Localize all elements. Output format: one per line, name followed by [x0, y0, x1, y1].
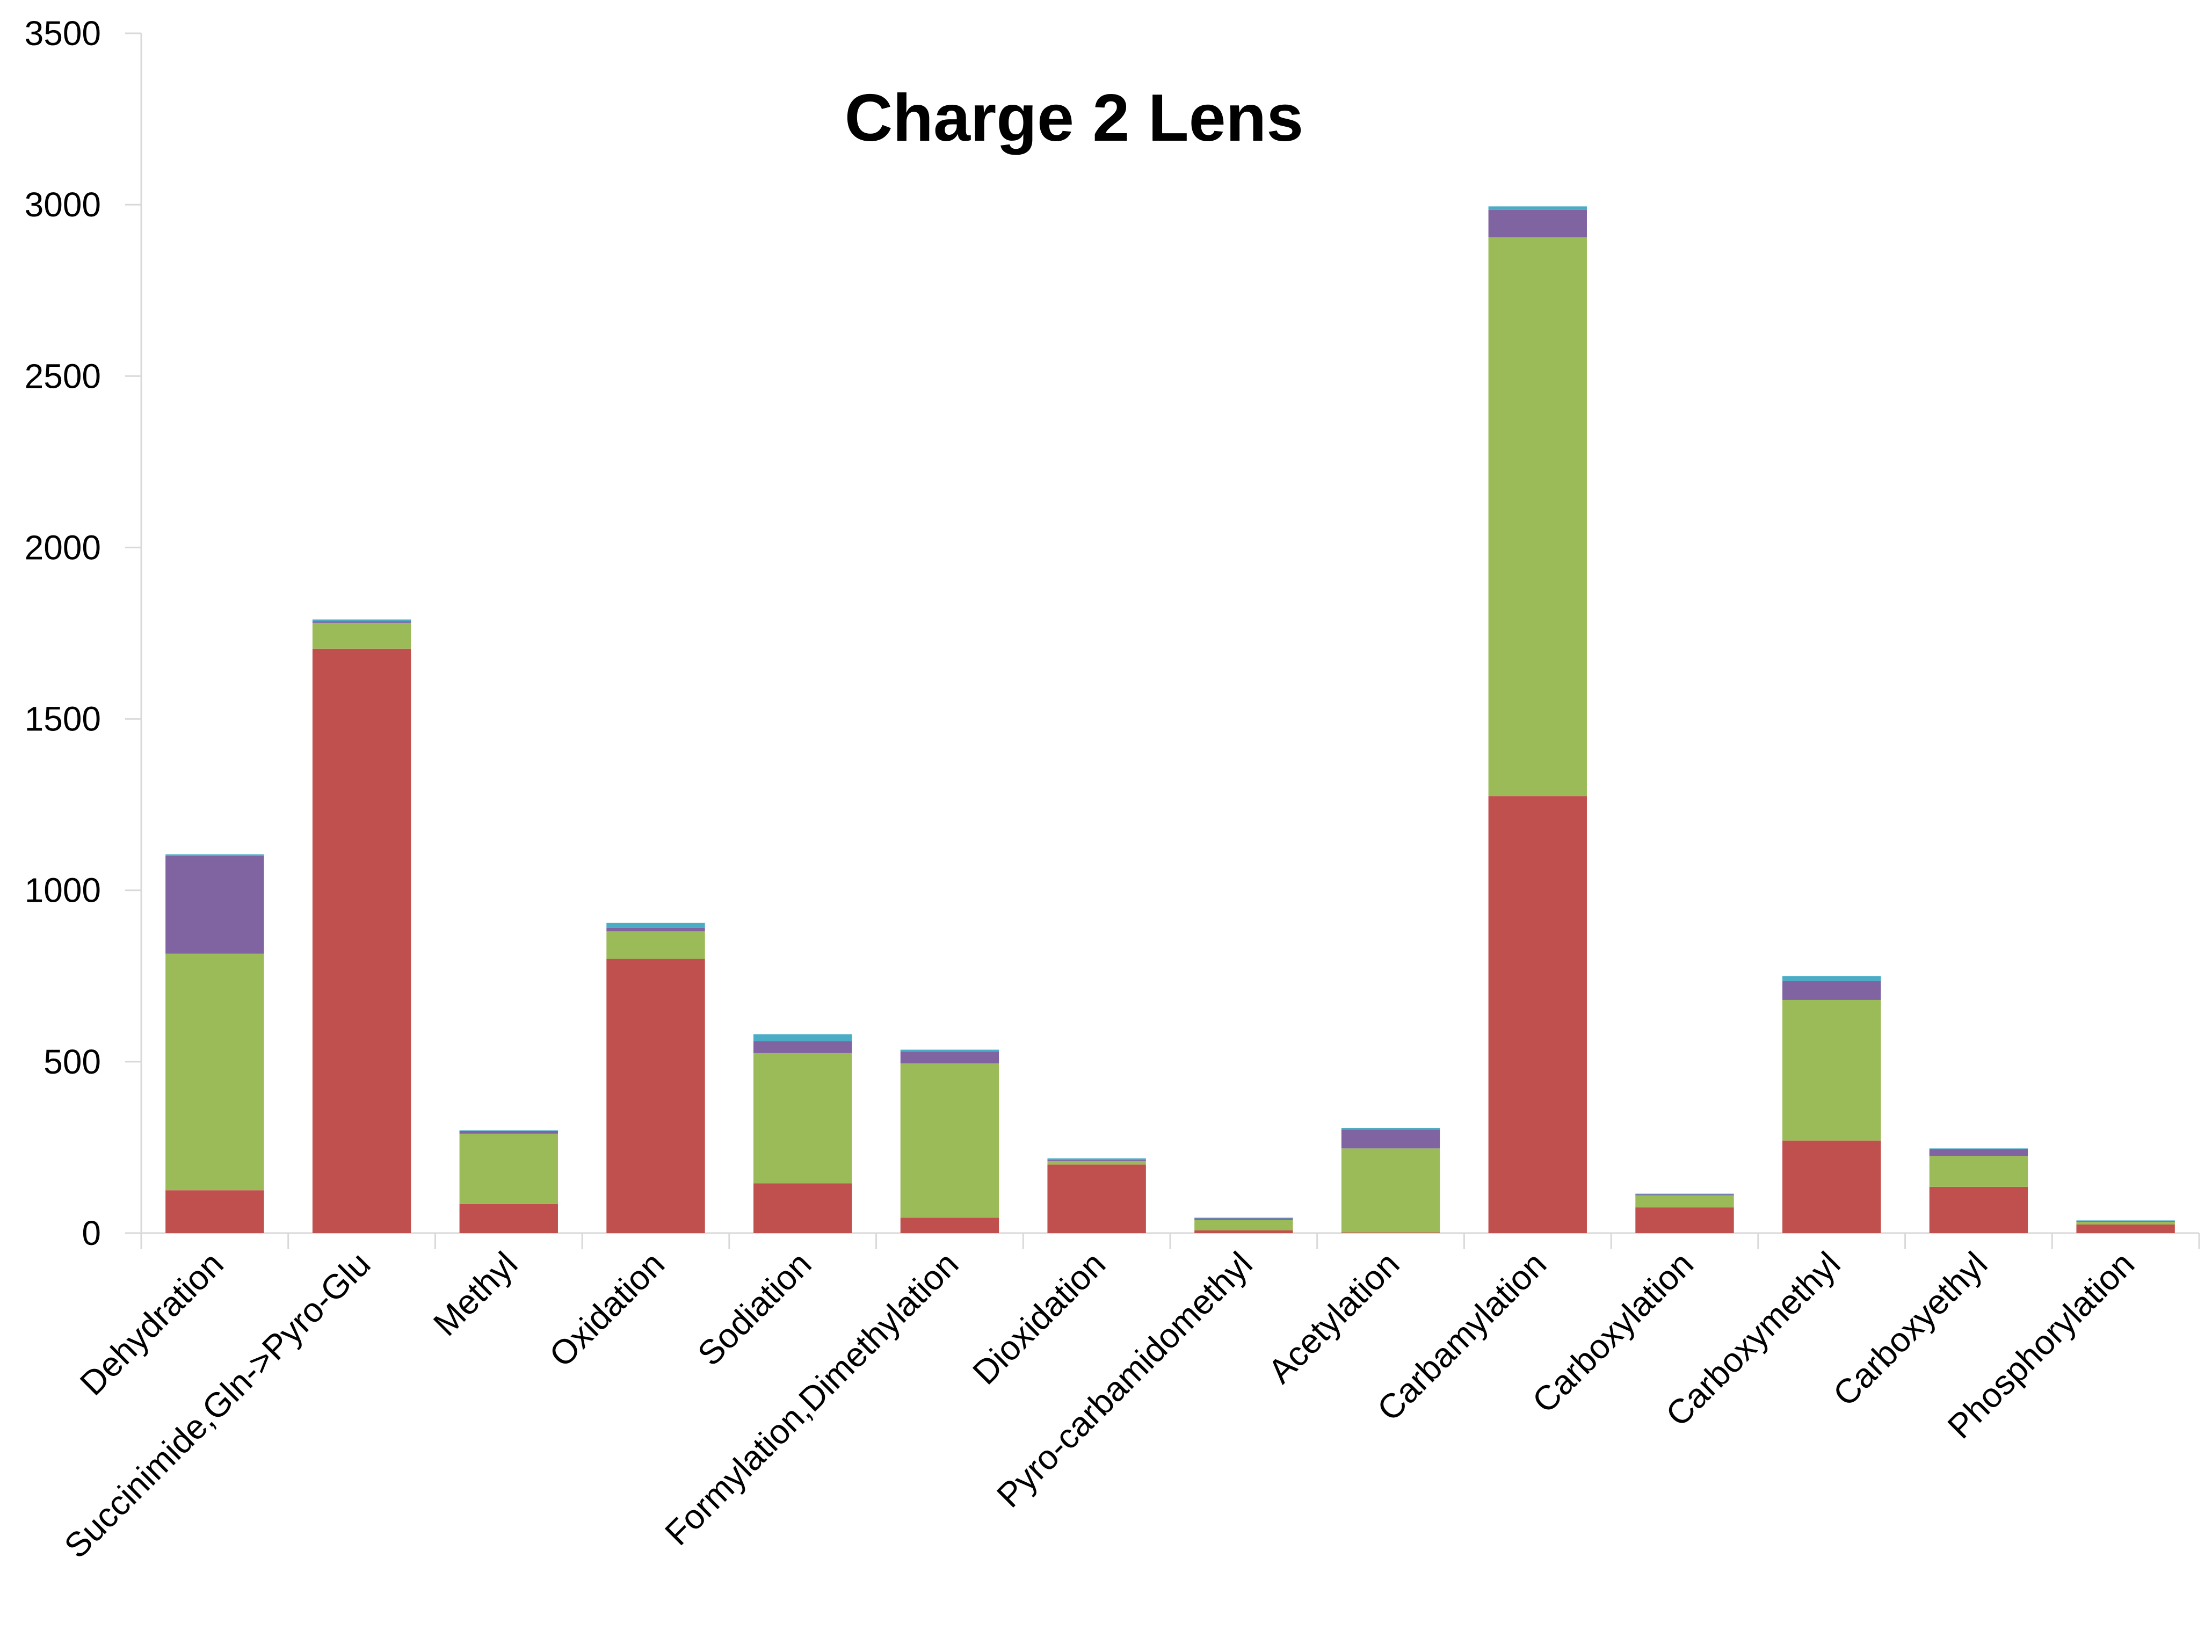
bar-stack	[900, 1049, 999, 1233]
bar-segment	[2076, 1221, 2175, 1225]
bar-segment	[1782, 1140, 1881, 1233]
bar-stack	[1929, 1148, 2028, 1233]
bar-segment	[753, 1034, 852, 1041]
x-tick-label: Dioxidation	[965, 1244, 1113, 1392]
bar-stack	[1488, 206, 1587, 1233]
x-tick-label: Dehydration	[72, 1244, 231, 1403]
bar-segment	[459, 1131, 558, 1134]
bar-stack	[459, 1130, 558, 1233]
bar-stack	[753, 1034, 852, 1233]
bar-stack	[1635, 1193, 1734, 1233]
chart-title: Charge 2 Lens	[845, 81, 1304, 155]
x-tick-label: Methyl	[426, 1244, 525, 1343]
bar-stack	[165, 854, 264, 1233]
bar-segment	[1488, 796, 1587, 1233]
bar-segment	[312, 622, 411, 649]
x-tick-label: Sodiation	[690, 1244, 819, 1373]
x-axis	[140, 1232, 2200, 1249]
bar-segment	[606, 959, 705, 1233]
bar-segment	[165, 856, 264, 954]
bar-segment	[2076, 1221, 2175, 1222]
bar-segment	[1782, 981, 1881, 1000]
bar-stack	[1782, 976, 1881, 1233]
bar-segment	[606, 923, 705, 928]
bar-segment	[900, 1218, 999, 1233]
bar-segment	[1341, 1129, 1440, 1149]
bar-segment	[1341, 1148, 1440, 1233]
x-tick-label: Acetylation	[1260, 1244, 1406, 1390]
bar-segment	[2076, 1220, 2175, 1221]
bar-segment	[900, 1063, 999, 1218]
y-tick-label: 2000	[25, 528, 101, 567]
bar-segment	[606, 928, 705, 932]
bar-segment	[900, 1049, 999, 1052]
bar-segment	[1194, 1220, 1293, 1230]
bar-stack	[1047, 1158, 1146, 1233]
x-tick-label: Carboxyethyl	[1825, 1244, 1995, 1414]
bar-segment	[1488, 206, 1587, 210]
bar-segment	[1194, 1218, 1293, 1220]
bar-segment	[1635, 1207, 1734, 1233]
bar-segment	[1782, 999, 1881, 1141]
bar-segment	[606, 931, 705, 959]
y-tick-label: 1500	[25, 700, 101, 738]
x-tick-label: Oxidation	[542, 1244, 672, 1374]
y-tick-label: 500	[43, 1042, 101, 1081]
bar-segment	[900, 1051, 999, 1064]
bar-segment	[459, 1133, 558, 1204]
bar-segment	[753, 1053, 852, 1184]
bar-segment	[1635, 1195, 1734, 1208]
y-tick-label: 3000	[25, 185, 101, 224]
bar-segment	[1488, 237, 1587, 796]
bars	[165, 206, 2175, 1233]
bar-segment	[753, 1183, 852, 1233]
bar-segment	[312, 621, 411, 623]
bar-segment	[312, 619, 411, 621]
y-tick-label: 2500	[25, 357, 101, 395]
bar-segment	[1488, 209, 1587, 237]
bar-segment	[1047, 1161, 1146, 1165]
bar-stack	[1341, 1128, 1440, 1233]
bar-stack	[606, 923, 705, 1233]
bar-segment	[165, 854, 264, 856]
bar-segment	[165, 1190, 264, 1233]
y-tick-label: 1000	[25, 871, 101, 910]
bar-stack	[312, 619, 411, 1233]
bar-segment	[1194, 1230, 1293, 1233]
bar-segment	[1929, 1186, 2028, 1233]
x-tick-label: Pyro-carbamidomethyl	[989, 1244, 1260, 1515]
bar-segment	[753, 1041, 852, 1053]
bar-segment	[1929, 1156, 2028, 1187]
bar-segment	[1047, 1160, 1146, 1161]
bar-segment	[1047, 1164, 1146, 1233]
bar-segment	[2076, 1224, 2175, 1233]
bar-segment	[1782, 976, 1881, 981]
bar-stack	[1194, 1218, 1293, 1233]
y-tick-label: 0	[82, 1214, 101, 1252]
bar-segment	[1929, 1148, 2028, 1149]
y-tick-label: 3500	[25, 14, 101, 53]
x-tick-label: Formylation,Dimethylation	[657, 1244, 966, 1553]
bar-segment	[1047, 1158, 1146, 1161]
x-tick-label: Succinimide,Gln->Pyro-Glu	[57, 1244, 378, 1566]
bar-segment	[312, 648, 411, 1233]
bar-segment	[459, 1204, 558, 1233]
bar-segment	[165, 953, 264, 1191]
y-axis: 0 500 1000 1500 2000 2500 3000 3500	[25, 14, 142, 1252]
bar-segment	[1635, 1194, 1734, 1195]
bar-segment	[1341, 1128, 1440, 1130]
bar-segment	[1929, 1149, 2028, 1156]
bar-stack	[2076, 1220, 2175, 1233]
